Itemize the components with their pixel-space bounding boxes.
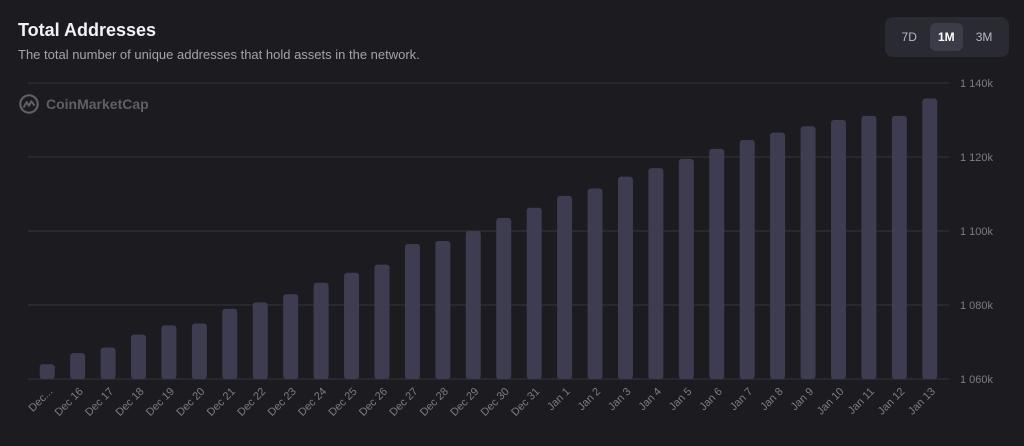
x-tick-label: Jan 4 — [636, 386, 664, 414]
y-tick-label: 1 100k — [960, 226, 994, 238]
bar — [374, 264, 390, 379]
bar — [709, 148, 725, 379]
bar — [891, 115, 907, 380]
bar — [830, 120, 846, 379]
x-tick-label: Jan 9 — [789, 386, 817, 414]
x-tick-label: Jan 2 — [576, 386, 604, 414]
bar — [435, 240, 451, 379]
bar — [678, 158, 694, 379]
bar — [161, 325, 177, 379]
bar — [283, 294, 299, 379]
bar — [770, 132, 786, 379]
watermark-text: CoinMarketCap — [46, 96, 149, 112]
x-tick-label: Dec 16 — [53, 386, 86, 419]
bar — [465, 231, 481, 379]
coinmarketcap-watermark: CoinMarketCap — [18, 93, 149, 115]
chart-title: Total Addresses — [18, 20, 157, 40]
chart-subtitle: The total number of unique addresses tha… — [18, 47, 420, 62]
time-range-selector: 7D 1M 3M — [885, 17, 1009, 57]
bar — [252, 302, 268, 379]
x-tick-label: Dec 27 — [387, 386, 420, 419]
bar — [557, 195, 573, 379]
x-tick-label: Jan 3 — [606, 386, 634, 414]
x-tick-label: Jan 11 — [846, 386, 877, 417]
x-tick-label: Dec 24 — [296, 386, 329, 419]
bar — [39, 364, 55, 379]
x-tick-label: Dec 22 — [235, 386, 268, 419]
bar — [100, 347, 116, 379]
y-tick-label: 1 080k — [960, 300, 994, 312]
bar — [739, 139, 755, 379]
bar — [70, 353, 86, 379]
bar — [587, 188, 603, 379]
bar — [191, 323, 207, 379]
x-tick-label: Dec 23 — [266, 386, 299, 419]
range-1m-button[interactable]: 1M — [929, 23, 963, 51]
bar — [617, 176, 633, 379]
x-tick-label: Jan 12 — [876, 386, 908, 418]
bar — [131, 334, 147, 379]
x-tick-label: Jan 13 — [906, 386, 938, 418]
x-tick-label: Dec 30 — [479, 386, 512, 419]
x-tick-label: Dec 25 — [327, 386, 360, 419]
x-tick-label: Jan 8 — [758, 386, 786, 414]
x-tick-label: Dec 29 — [448, 386, 481, 419]
coinmarketcap-logo-icon — [19, 94, 39, 114]
bar — [404, 243, 420, 379]
x-tick-label: Jan 10 — [815, 386, 847, 418]
x-tick-label: Dec... — [27, 386, 56, 415]
x-tick-label: Dec 28 — [418, 386, 451, 419]
bar — [922, 98, 938, 379]
y-tick-label: 1 140k — [960, 78, 994, 90]
x-tick-label: Jan 5 — [667, 386, 695, 414]
bar — [313, 282, 329, 379]
y-tick-label: 1 060k — [960, 374, 994, 386]
y-tick-label: 1 120k — [960, 152, 994, 164]
range-3m-button[interactable]: 3M — [975, 30, 993, 44]
bar — [344, 272, 360, 379]
x-tick-label: Dec 20 — [174, 386, 207, 419]
range-7d-button[interactable]: 7D — [901, 30, 917, 44]
bar — [222, 308, 238, 379]
bar — [496, 218, 512, 379]
bar — [800, 126, 816, 379]
x-tick-label: Dec 19 — [144, 386, 177, 419]
x-tick-label: Dec 17 — [83, 386, 116, 419]
bar — [861, 115, 877, 380]
bar — [648, 168, 664, 379]
x-tick-label: Jan 1 — [545, 386, 573, 414]
bar — [526, 207, 542, 379]
x-tick-label: Jan 6 — [697, 386, 725, 414]
x-tick-label: Dec 31 — [509, 386, 542, 419]
x-tick-label: Dec 18 — [114, 386, 147, 419]
x-tick-label: Dec 21 — [205, 386, 238, 419]
x-tick-label: Jan 7 — [728, 386, 756, 414]
x-tick-label: Dec 26 — [357, 386, 390, 419]
